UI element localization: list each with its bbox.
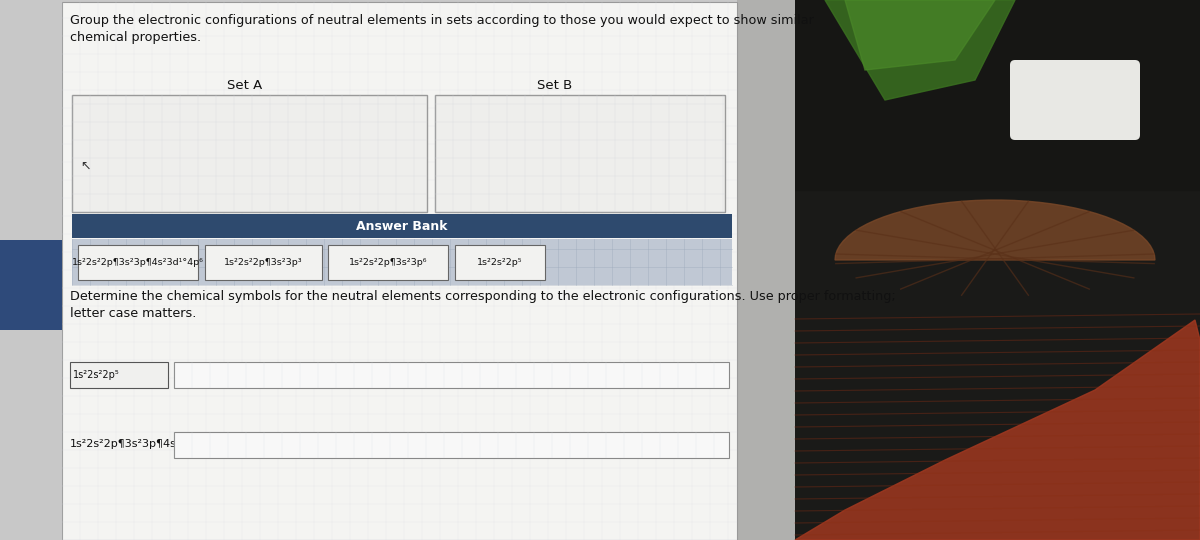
FancyBboxPatch shape — [174, 362, 730, 388]
Text: 1s²2s²2p⁵: 1s²2s²2p⁵ — [478, 258, 523, 267]
Polygon shape — [835, 200, 1154, 260]
Text: Group the electronic configurations of neutral elements in sets according to tho: Group the electronic configurations of n… — [70, 14, 814, 44]
FancyBboxPatch shape — [1010, 60, 1140, 140]
FancyBboxPatch shape — [72, 95, 427, 212]
FancyBboxPatch shape — [737, 0, 796, 540]
FancyBboxPatch shape — [174, 432, 730, 458]
FancyBboxPatch shape — [455, 245, 545, 280]
Text: 1s²2s²2p¶3s²3p¶4s²3d¹°4p⁶: 1s²2s²2p¶3s²3p¶4s²3d¹°4p⁶ — [72, 258, 204, 267]
FancyBboxPatch shape — [78, 245, 198, 280]
FancyBboxPatch shape — [205, 245, 322, 280]
Polygon shape — [845, 0, 995, 70]
FancyBboxPatch shape — [72, 239, 732, 285]
Polygon shape — [826, 0, 1015, 100]
Text: ↖: ↖ — [80, 160, 90, 173]
Text: 1s²2s²2p¶3s²3p⁶: 1s²2s²2p¶3s²3p⁶ — [349, 258, 427, 267]
Text: Determine the chemical symbols for the neutral elements corresponding to the ele: Determine the chemical symbols for the n… — [70, 290, 895, 320]
FancyBboxPatch shape — [434, 95, 725, 212]
Text: Answer Bank: Answer Bank — [356, 219, 448, 233]
FancyBboxPatch shape — [70, 362, 168, 388]
FancyBboxPatch shape — [328, 245, 448, 280]
FancyBboxPatch shape — [62, 2, 737, 540]
Text: 1s²2s²2p¶3s²3p¶4s²3d¹°4p⁶:: 1s²2s²2p¶3s²3p¶4s²3d¹°4p⁶: — [70, 439, 228, 449]
Text: 1s²2s²2p⁵: 1s²2s²2p⁵ — [73, 370, 120, 380]
FancyBboxPatch shape — [0, 240, 62, 330]
FancyBboxPatch shape — [796, 0, 1200, 540]
FancyBboxPatch shape — [72, 214, 732, 238]
Text: 1s²2s²2p¶3s²3p³: 1s²2s²2p¶3s²3p³ — [224, 258, 302, 267]
Text: Set B: Set B — [538, 79, 572, 92]
Text: Set A: Set A — [227, 79, 263, 92]
Polygon shape — [796, 320, 1200, 540]
